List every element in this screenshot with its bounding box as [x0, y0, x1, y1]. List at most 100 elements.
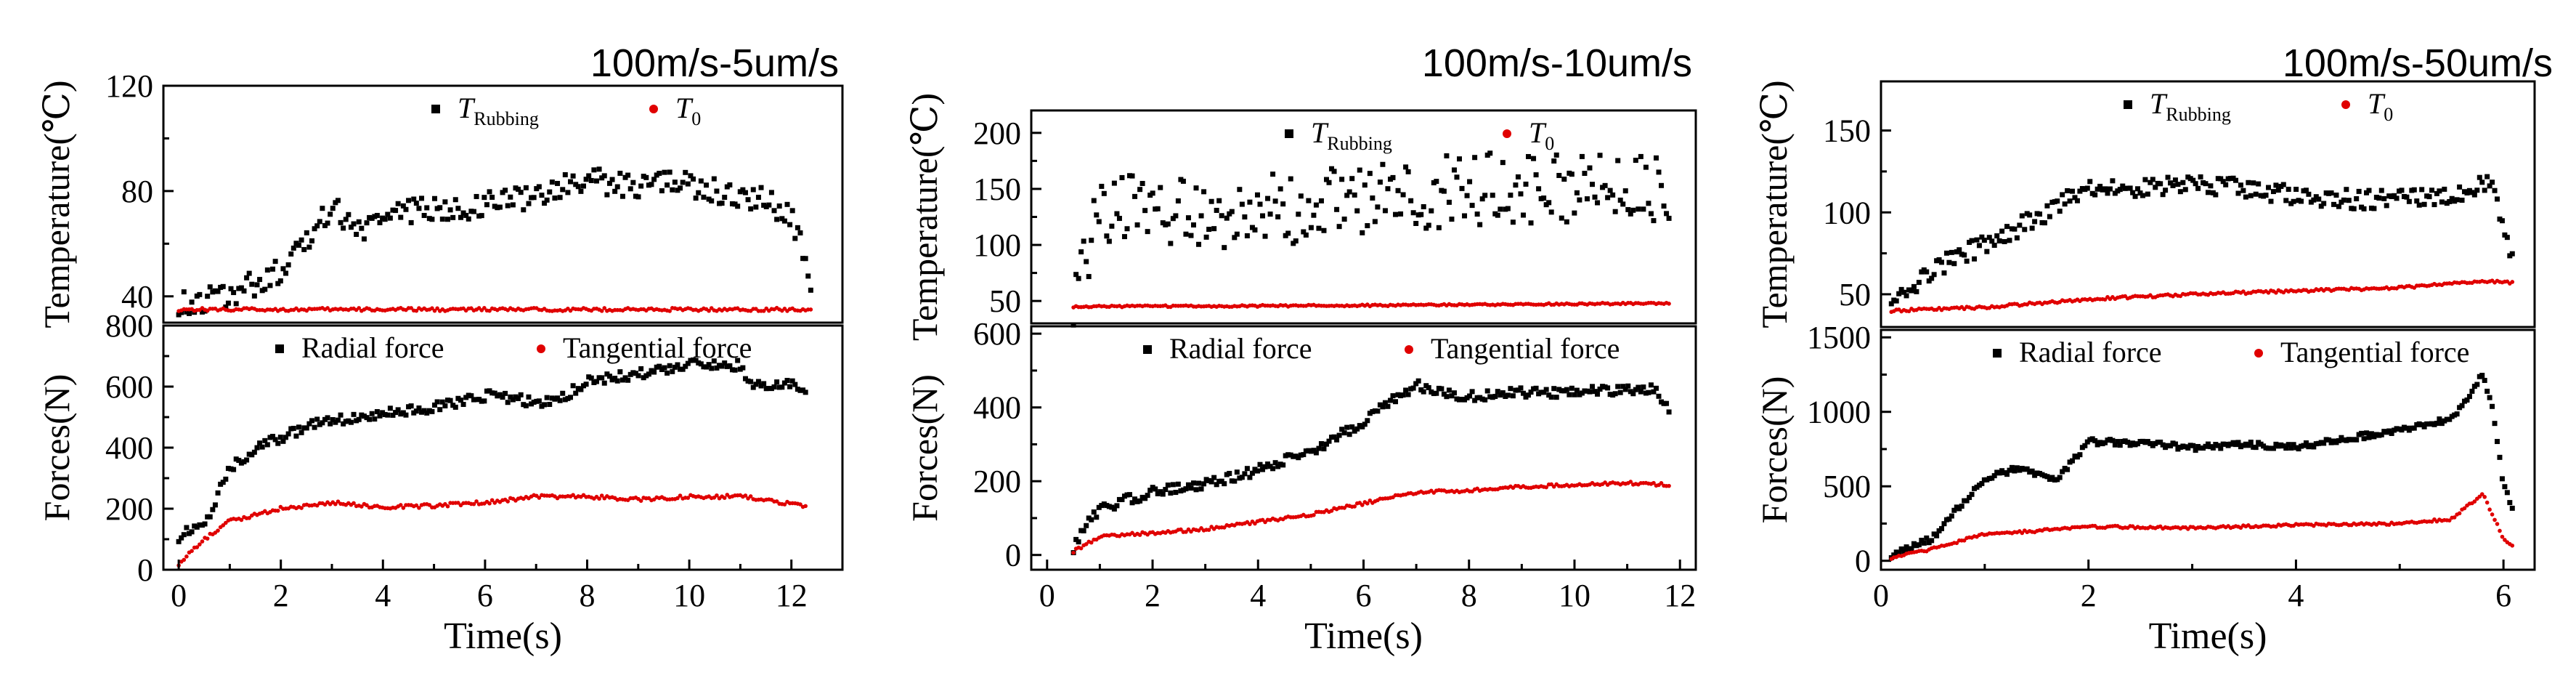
data-point: [2459, 403, 2465, 408]
data-point: [1142, 496, 1148, 501]
data-point: [2394, 195, 2400, 201]
data-point: [387, 215, 393, 221]
data-point: [748, 379, 754, 384]
data-point: [2454, 411, 2460, 417]
data-point: [583, 382, 589, 387]
data-point: [1137, 498, 1143, 504]
data-point: [1395, 392, 1401, 398]
data-point: [2220, 179, 2226, 185]
data-point: [414, 503, 419, 508]
data-point: [781, 380, 787, 386]
data-point: [1567, 170, 1572, 176]
series-radial-force: [1070, 378, 1672, 556]
data-point: [1196, 241, 1202, 247]
data-point: [1329, 435, 1335, 440]
data-point: [716, 201, 722, 206]
data-point: [1312, 512, 1316, 517]
legend-label-main: Radial force: [1169, 332, 1312, 365]
data-point: [672, 364, 678, 370]
data-point: [1091, 198, 1097, 203]
data-point: [1326, 179, 1332, 185]
data-point: [474, 499, 479, 504]
data-point: [1582, 388, 1588, 394]
data-point: [617, 369, 623, 375]
data-point: [1429, 208, 1434, 214]
data-point: [2447, 198, 2453, 204]
data-point: [1288, 452, 1293, 458]
data-point: [2495, 439, 2500, 445]
data-point: [1482, 193, 1488, 198]
legend-label: T0: [675, 92, 701, 129]
data-point: [586, 173, 592, 179]
data-point: [748, 206, 754, 211]
data-point: [1951, 507, 1957, 513]
data-point: [604, 192, 610, 198]
data-point: [1331, 169, 1337, 174]
data-point: [1070, 322, 1076, 328]
panel-2-top-ytick-label: 100: [1823, 195, 1871, 230]
data-point: [2361, 436, 2367, 442]
data-point: [1339, 427, 1345, 432]
data-point: [523, 185, 529, 190]
data-point: [609, 177, 615, 182]
data-point: [1495, 389, 1500, 395]
data-point: [774, 217, 780, 222]
data-point: [380, 215, 386, 221]
data-point: [755, 379, 761, 384]
data-point: [696, 190, 702, 195]
data-point: [1526, 153, 1532, 159]
panel-2-top-ytick-label: 50: [1839, 277, 1871, 312]
data-point: [2361, 206, 2367, 211]
data-point: [244, 275, 250, 281]
data-point: [2233, 177, 2239, 183]
data-point: [1421, 203, 1426, 209]
data-point: [1615, 384, 1621, 390]
data-point: [2112, 442, 2118, 448]
data-point: [1168, 490, 1174, 496]
data-point: [259, 444, 265, 450]
data-point: [1896, 291, 1902, 296]
data-point: [1222, 481, 1227, 487]
data-point: [244, 457, 250, 463]
data-point: [2492, 517, 2497, 522]
data-point: [1909, 546, 1914, 552]
data-point: [2406, 198, 2412, 204]
data-point: [1510, 393, 1516, 399]
legend-label-sub: 0: [1545, 133, 1554, 154]
data-point: [1559, 215, 1564, 221]
data-point: [638, 499, 643, 503]
data-point: [489, 498, 495, 503]
data-point: [570, 173, 576, 179]
data-point: [1515, 174, 1521, 179]
series-t-0: [1889, 278, 2515, 315]
data-point: [1158, 489, 1163, 495]
data-point: [2497, 454, 2503, 460]
data-point: [1553, 395, 1559, 400]
data-point: [531, 195, 537, 201]
data-point: [406, 198, 412, 203]
data-point: [1104, 233, 1110, 239]
data-point: [238, 460, 244, 466]
data-point: [1357, 167, 1362, 173]
data-point: [2087, 179, 2093, 185]
data-point: [1206, 477, 1212, 483]
data-point: [1949, 513, 1954, 519]
data-point: [2462, 506, 2467, 511]
data-point: [691, 176, 696, 182]
data-point: [771, 208, 777, 214]
data-point: [437, 205, 443, 211]
data-point: [317, 219, 322, 225]
data-point: [1129, 500, 1135, 506]
data-point: [2117, 443, 2123, 448]
legend-label-sub: 0: [691, 108, 701, 129]
data-point: [667, 169, 673, 175]
data-point: [1413, 220, 1419, 226]
series-t-rubbing: [176, 166, 813, 318]
data-point: [1582, 171, 1588, 177]
data-point: [2185, 445, 2191, 451]
data-point: [320, 420, 325, 426]
data-point: [1906, 309, 1911, 314]
data-point: [727, 363, 733, 368]
data-point: [1610, 192, 1616, 198]
series-tangential-force: [1071, 480, 1671, 555]
